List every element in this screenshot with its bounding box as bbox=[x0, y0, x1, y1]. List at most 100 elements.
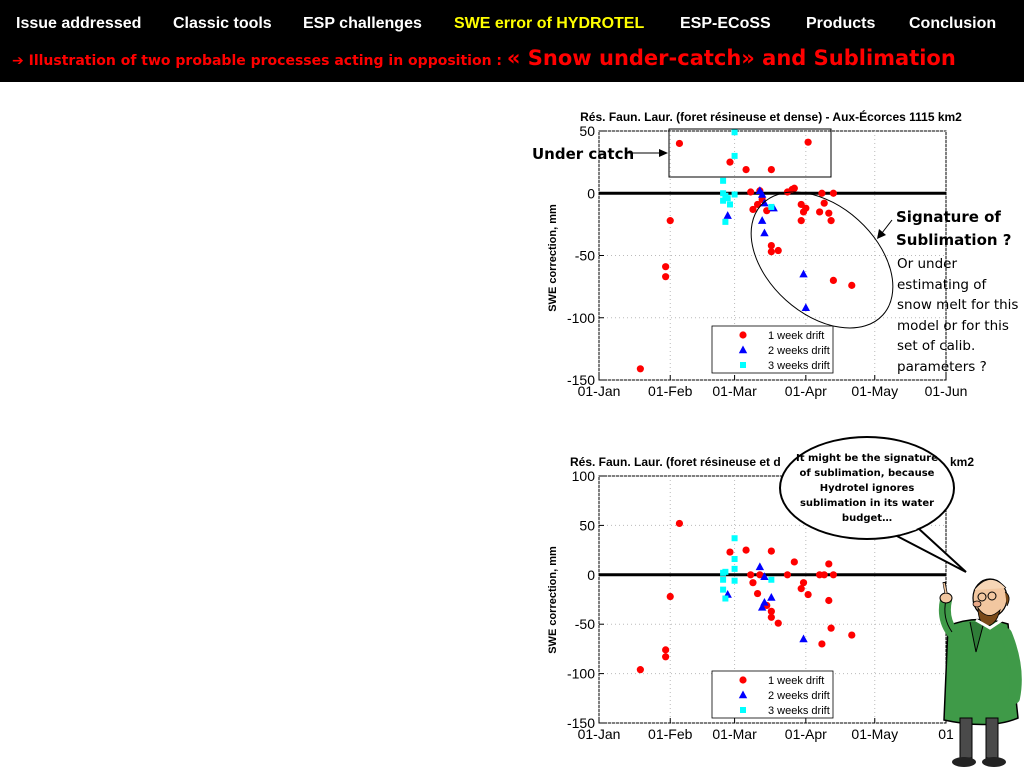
data-point-3-weeks bbox=[731, 565, 738, 572]
nav-issue-addressed[interactable]: Issue addressed bbox=[16, 15, 142, 32]
data-point-1-week bbox=[767, 547, 775, 555]
data-point-3-weeks bbox=[768, 203, 775, 210]
data-point-1-week bbox=[666, 217, 674, 225]
data-point-1-week bbox=[767, 613, 775, 621]
data-point-1-week bbox=[753, 589, 762, 598]
nav-products[interactable]: Products bbox=[806, 15, 876, 32]
data-point-1-week bbox=[848, 281, 856, 289]
data-point-1-week bbox=[790, 184, 798, 192]
data-point-1-week bbox=[767, 607, 775, 615]
nav-conclusion[interactable]: Conclusion bbox=[909, 15, 997, 32]
x-tick-label: 01-Jan bbox=[578, 383, 621, 399]
data-point-1-week bbox=[675, 519, 684, 528]
nav-classic-tools[interactable]: Classic tools bbox=[173, 15, 272, 32]
data-point-2-weeks bbox=[760, 572, 769, 580]
data-point-3-weeks bbox=[720, 177, 727, 184]
x-tick-label: 01-Feb bbox=[648, 383, 693, 399]
y-tick-label: -150 bbox=[567, 715, 595, 731]
data-point-1-week bbox=[662, 653, 670, 661]
slide-subtitle: ➔ Illustration of two probable processes… bbox=[12, 46, 956, 70]
data-point-1-week bbox=[742, 165, 750, 174]
chart-title-tail: km2 bbox=[950, 455, 974, 469]
data-point-2-weeks bbox=[760, 597, 769, 606]
data-point-3-weeks bbox=[720, 576, 727, 583]
data-point-1-week bbox=[662, 273, 670, 281]
data-point-1-week bbox=[825, 209, 833, 217]
sublimation-description: Or under estimating of snow melt for thi… bbox=[897, 256, 1019, 375]
data-point-1-week bbox=[767, 165, 775, 174]
data-point-1-week bbox=[662, 646, 670, 654]
cartoon-professor-icon bbox=[938, 578, 1022, 767]
x-tick-label: 01 bbox=[938, 726, 954, 742]
data-point-3-weeks bbox=[724, 195, 731, 202]
data-point-1-week bbox=[825, 560, 833, 568]
legend-entry: 2 weeks drift bbox=[768, 345, 830, 357]
legend-marker bbox=[739, 331, 747, 339]
nav-swe-error-hydrotel[interactable]: SWE error of HYDROTEL bbox=[454, 15, 645, 32]
legend-marker bbox=[740, 707, 746, 713]
data-point-1-week bbox=[829, 276, 837, 284]
data-point-1-week bbox=[797, 217, 805, 225]
legend-entry: 2 weeks drift bbox=[768, 690, 830, 702]
legend-entry: 1 week drift bbox=[768, 330, 824, 342]
chart-top: Rés. Faun. Laur. (foret résineuse et den… bbox=[547, 109, 968, 399]
x-tick-label: 01-Feb bbox=[648, 726, 693, 742]
data-point-1-week bbox=[804, 590, 812, 599]
data-point-3-weeks bbox=[726, 201, 733, 208]
sublimation-title: Signature of Sublimation ? bbox=[896, 208, 1012, 249]
y-axis-label: SWE correction, mm bbox=[547, 546, 559, 654]
data-point-3-weeks bbox=[731, 191, 738, 198]
data-point-3-weeks bbox=[722, 218, 729, 225]
data-point-1-week bbox=[749, 579, 757, 587]
x-tick-label: 01-Apr bbox=[785, 383, 827, 399]
x-tick-label: 01-Jan bbox=[578, 726, 621, 742]
legend bbox=[711, 325, 834, 374]
data-point-1-week bbox=[783, 571, 792, 579]
data-point-1-week bbox=[726, 548, 734, 556]
data-point-1-week bbox=[818, 189, 826, 197]
data-point-1-week bbox=[636, 365, 644, 373]
data-point-1-week bbox=[848, 631, 856, 639]
x-tick-label: 01-May bbox=[851, 383, 898, 399]
data-point-3-weeks bbox=[731, 535, 738, 542]
data-point-1-week bbox=[666, 592, 674, 601]
data-point-2-weeks bbox=[755, 562, 765, 571]
y-tick-label: 0 bbox=[587, 567, 595, 583]
data-point-1-week bbox=[747, 571, 755, 579]
top-bar: Issue addressed Classic tools ESP challe… bbox=[0, 0, 1024, 82]
data-point-1-week bbox=[797, 585, 805, 593]
y-tick-label: -100 bbox=[567, 310, 595, 326]
data-point-1-week bbox=[675, 139, 684, 148]
data-point-3-weeks bbox=[722, 568, 729, 575]
y-axis-label: SWE correction, mm bbox=[547, 204, 559, 312]
subtitle-prefix: Illustration of two probable processes a… bbox=[28, 53, 507, 69]
y-tick-label: 50 bbox=[579, 123, 595, 139]
chart-title: Rés. Faun. Laur. (foret résineuse et d bbox=[570, 455, 781, 469]
data-point-3-weeks bbox=[731, 152, 738, 159]
legend-marker bbox=[738, 345, 748, 354]
y-tick-label: -100 bbox=[567, 666, 595, 682]
x-tick-label: 01-Apr bbox=[785, 726, 827, 742]
data-point-1-week bbox=[636, 666, 644, 674]
legend-entry: 3 weeks drift bbox=[768, 360, 830, 372]
data-point-2-weeks bbox=[799, 634, 808, 643]
data-point-1-week bbox=[820, 571, 828, 579]
x-tick-label: 01-Jun bbox=[925, 383, 968, 399]
data-point-3-weeks bbox=[768, 576, 775, 583]
data-point-1-week bbox=[818, 640, 826, 648]
under-catch-label: Under catch bbox=[532, 145, 635, 163]
nav-esp-challenges[interactable]: ESP challenges bbox=[303, 15, 422, 32]
y-tick-label: -50 bbox=[575, 248, 595, 264]
x-tick-label: 01-May bbox=[851, 726, 898, 742]
legend-entry: 3 weeks drift bbox=[768, 705, 830, 717]
data-point-2-weeks bbox=[767, 593, 776, 601]
data-point-1-week bbox=[820, 199, 828, 207]
y-tick-label: 0 bbox=[587, 185, 595, 201]
data-point-1-week bbox=[756, 571, 764, 579]
data-point-1-week bbox=[747, 188, 755, 196]
data-point-3-weeks bbox=[731, 129, 738, 136]
data-point-1-week bbox=[816, 208, 824, 216]
data-point-1-week bbox=[790, 558, 798, 566]
data-point-3-weeks bbox=[720, 197, 727, 204]
nav-esp-ecoss[interactable]: ESP-ECoSS bbox=[680, 15, 771, 32]
